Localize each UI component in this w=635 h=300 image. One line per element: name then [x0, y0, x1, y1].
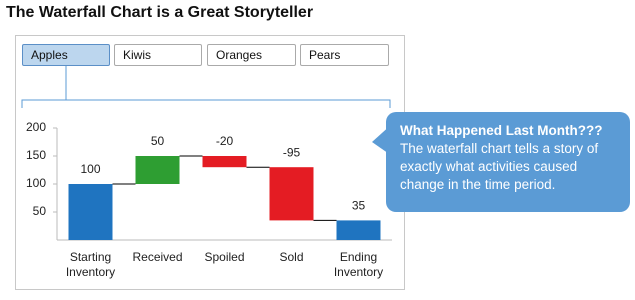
- x-tick-label: Sold: [279, 250, 304, 264]
- bar: [336, 220, 381, 240]
- x-tick-label: Received: [132, 250, 183, 264]
- y-tick-label: 50: [33, 204, 47, 218]
- y-tick-label: 100: [26, 176, 46, 190]
- data-label: 50: [151, 134, 165, 148]
- x-tick-label: Spoiled: [204, 250, 245, 264]
- y-tick-label: 200: [26, 120, 46, 134]
- bar: [68, 184, 113, 240]
- data-label: 100: [80, 162, 100, 176]
- bar: [135, 156, 180, 184]
- bar: [269, 167, 314, 221]
- callout-body: The waterfall chart tells a story of exa…: [400, 141, 599, 192]
- tab[interactable]: Kiwis: [114, 44, 202, 66]
- y-tick-label: 150: [26, 148, 46, 162]
- x-tick-label: Ending Inventory: [333, 250, 384, 279]
- callout-heading: What Happened Last Month???: [400, 123, 603, 138]
- tab[interactable]: Oranges: [207, 44, 296, 66]
- data-label: -20: [216, 134, 234, 148]
- data-label: 35: [352, 199, 366, 213]
- data-label: -95: [283, 145, 301, 159]
- bar: [202, 156, 247, 168]
- callout: What Happened Last Month??? The waterfal…: [386, 112, 630, 212]
- tab[interactable]: Pears: [300, 44, 389, 66]
- x-tick-label: Starting Inventory: [65, 250, 116, 279]
- page-title: The Waterfall Chart is a Great Storytell…: [6, 4, 314, 21]
- tab[interactable]: Apples: [22, 44, 110, 66]
- bracket: [21, 66, 391, 108]
